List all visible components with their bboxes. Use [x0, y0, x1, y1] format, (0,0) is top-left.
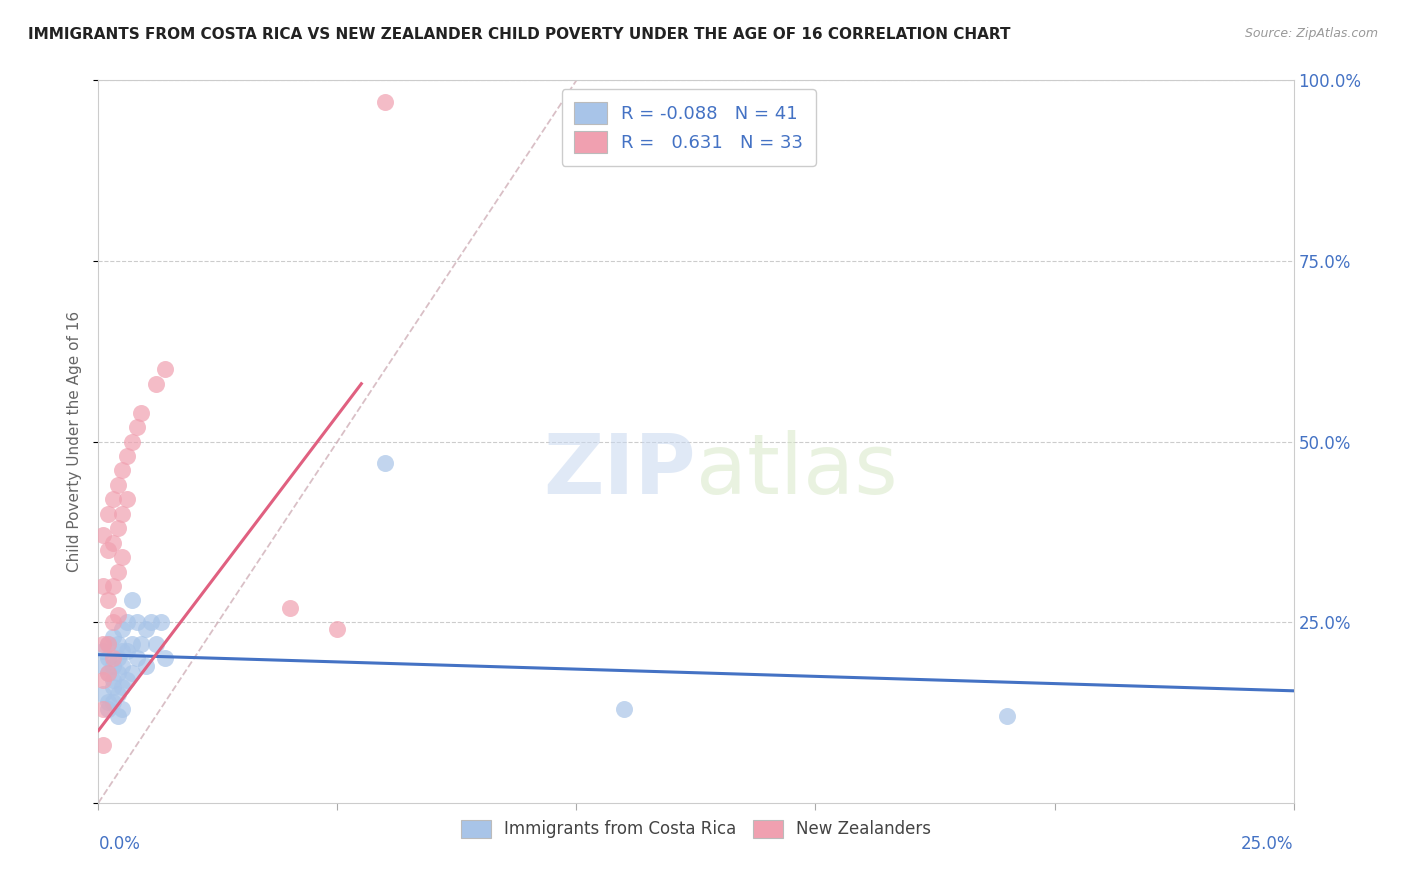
Text: 25.0%: 25.0% [1241, 835, 1294, 854]
Point [145, 376, 167, 391]
Point [97, 542, 120, 557]
Point [121, 593, 143, 607]
Point [115, 644, 138, 658]
Point [97, 637, 120, 651]
Point [91, 644, 114, 658]
Point [155, 651, 177, 665]
Point [101, 579, 124, 593]
Point [115, 673, 138, 687]
Point [111, 658, 134, 673]
Point [326, 623, 349, 637]
Point [995, 709, 1018, 723]
Point [91, 702, 114, 716]
Point [91, 658, 114, 673]
Point [111, 463, 134, 477]
Point [97, 593, 120, 607]
Point [111, 702, 134, 716]
Point [107, 665, 129, 680]
Point [613, 702, 636, 716]
Point [374, 456, 396, 470]
Point [111, 550, 134, 565]
Point [115, 615, 138, 630]
Point [91, 673, 114, 687]
Point [131, 637, 153, 651]
Point [101, 658, 124, 673]
Point [91, 738, 114, 752]
Point [107, 607, 129, 622]
Point [107, 565, 129, 579]
Point [145, 637, 167, 651]
Point [125, 420, 148, 434]
Point [149, 615, 172, 630]
Point [97, 665, 120, 680]
Point [135, 658, 157, 673]
Point [115, 449, 138, 463]
Point [97, 695, 120, 709]
Text: IMMIGRANTS FROM COSTA RICA VS NEW ZEALANDER CHILD POVERTY UNDER THE AGE OF 16 CO: IMMIGRANTS FROM COSTA RICA VS NEW ZEALAN… [28, 27, 1011, 42]
Point [91, 528, 114, 542]
Text: atlas: atlas [696, 430, 897, 511]
Point [91, 579, 114, 593]
Point [121, 665, 143, 680]
Point [91, 687, 114, 701]
Point [107, 637, 129, 651]
Text: Source: ZipAtlas.com: Source: ZipAtlas.com [1244, 27, 1378, 40]
Text: ZIP: ZIP [544, 430, 696, 511]
Point [97, 637, 120, 651]
Point [155, 362, 177, 376]
Point [111, 680, 134, 694]
Point [101, 535, 124, 549]
Point [101, 680, 124, 694]
Point [97, 702, 120, 716]
Point [97, 651, 120, 665]
Point [121, 637, 143, 651]
Point [107, 521, 129, 535]
Point [101, 492, 124, 507]
Point [97, 665, 120, 680]
Point [139, 615, 162, 630]
Point [121, 434, 143, 449]
Point [111, 507, 134, 521]
Point [107, 651, 129, 665]
Point [125, 651, 148, 665]
Point [131, 406, 153, 420]
Point [111, 644, 134, 658]
Point [278, 600, 301, 615]
Point [101, 673, 124, 687]
Point [115, 492, 138, 507]
Point [107, 478, 129, 492]
Legend: Immigrants from Costa Rica, New Zealanders: Immigrants from Costa Rica, New Zealande… [454, 813, 938, 845]
Point [101, 651, 124, 665]
Point [107, 709, 129, 723]
Point [107, 687, 129, 701]
Point [374, 95, 396, 109]
Point [101, 615, 124, 630]
Point [101, 630, 124, 644]
Text: 0.0%: 0.0% [98, 835, 141, 854]
Point [111, 623, 134, 637]
Point [135, 623, 157, 637]
Point [101, 695, 124, 709]
Point [97, 507, 120, 521]
Point [125, 615, 148, 630]
Y-axis label: Child Poverty Under the Age of 16: Child Poverty Under the Age of 16 [67, 311, 83, 572]
Point [91, 637, 114, 651]
